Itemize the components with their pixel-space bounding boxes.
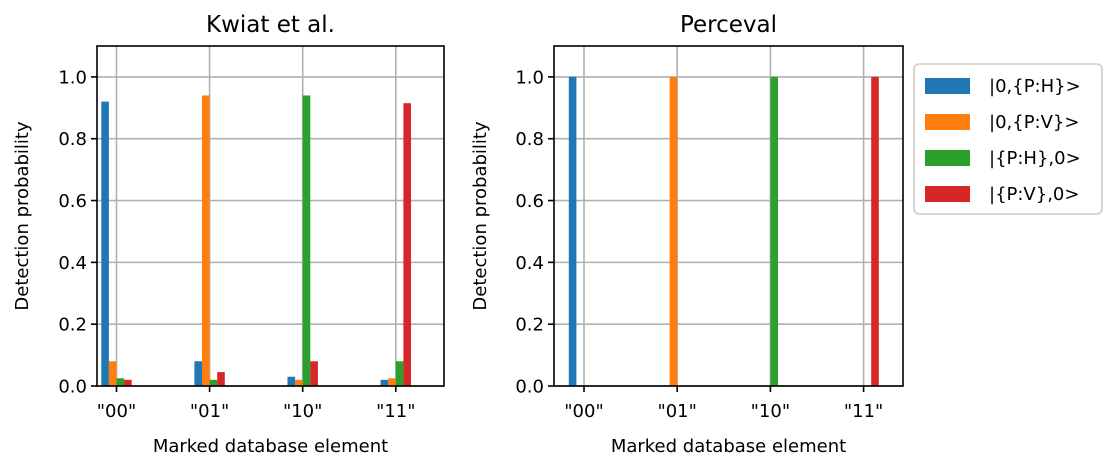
legend-swatch (925, 114, 970, 130)
y-tick-label: 0.4 (515, 253, 544, 274)
bar (194, 361, 202, 386)
bar (209, 379, 218, 386)
bar (380, 379, 389, 386)
chart-panel-2: 0.0 0.2 0.4 0.6 0.8 1.0 "00" "01" "10" "11" Percev… (470, 12, 904, 456)
bar (403, 103, 411, 386)
x-tick-label: "00" (564, 401, 603, 422)
y-tick-label: 0.2 (58, 315, 87, 336)
x-tick-label: "11" (376, 401, 415, 422)
bar (568, 76, 577, 386)
y-tick-label: 0.8 (515, 129, 544, 150)
y-tick-label: 0.2 (515, 315, 544, 336)
chart-title: Perceval (680, 12, 777, 38)
x-tick-label: "00" (97, 401, 136, 422)
legend-swatch (925, 78, 970, 94)
legend-swatch (925, 150, 970, 166)
bar (310, 361, 318, 386)
chart-title: Kwiat et al. (206, 12, 335, 38)
bar (871, 76, 879, 386)
bar (124, 379, 132, 386)
bar (388, 378, 396, 386)
legend-entry-label: |{P:V},0> (989, 184, 1079, 205)
legend: |0,{P:H}> |0,{P:V}> |{P:H},0> |{P:V},0> (913, 63, 1103, 215)
bar (770, 76, 778, 386)
y-tick-label: 1.0 (515, 67, 544, 88)
chart-panel-1: 0.0 0.2 0.4 0.6 0.8 1.0 "00" "01" "10" "11" Kwiat … (12, 12, 445, 456)
plot-frame (553, 45, 904, 387)
y-tick-label: 1.0 (58, 67, 87, 88)
y-tick-label: 0.0 (58, 377, 87, 398)
legend-entry-label: |{P:H},0> (989, 148, 1081, 169)
x-axis-label: Marked database element (611, 436, 846, 456)
legend-swatch (925, 186, 970, 202)
y-axis-label: Detection probability (470, 121, 491, 311)
x-tick-label: "01" (190, 401, 229, 422)
bar (395, 361, 404, 386)
bar (669, 76, 678, 386)
bar (101, 101, 109, 387)
x-tick-label: "01" (657, 401, 696, 422)
bar (202, 95, 210, 387)
y-tick-label: 0.0 (515, 377, 544, 398)
bar (217, 372, 225, 386)
bar (108, 361, 117, 386)
bar (116, 378, 125, 386)
legend-box (913, 63, 1103, 215)
y-axis-label: Detection probability (12, 121, 33, 311)
y-tick-label: 0.4 (58, 253, 87, 274)
y-tick-label: 0.6 (58, 191, 87, 212)
y-tick-label: 0.8 (58, 129, 87, 150)
plot-frame (96, 45, 445, 387)
bar (295, 379, 303, 386)
bar (287, 376, 296, 386)
legend-entry-label: |0,{P:H}> (989, 76, 1081, 97)
y-tick-label: 0.6 (515, 191, 544, 212)
legend-entry-label: |0,{P:V}> (989, 112, 1079, 133)
x-tick-label: "10" (283, 401, 322, 422)
x-tick-label: "11" (844, 401, 883, 422)
bar (302, 95, 311, 387)
x-tick-label: "10" (751, 401, 790, 422)
x-axis-label: Marked database element (153, 436, 388, 456)
